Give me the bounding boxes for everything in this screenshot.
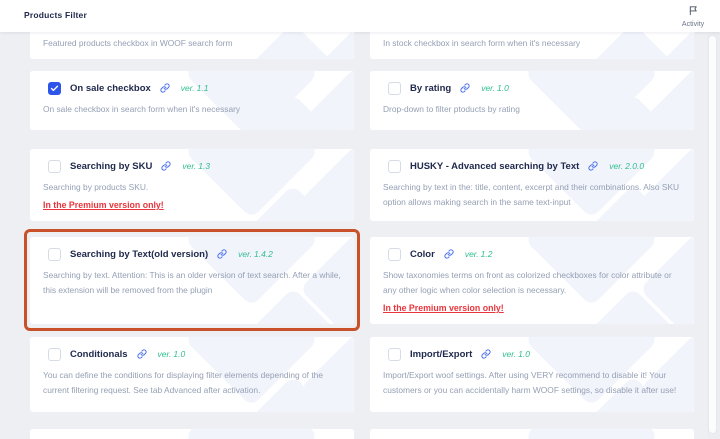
extension-card: Color ver. 1.2 Show taxonomies terms on f… xyxy=(369,236,695,325)
extension-title: Color xyxy=(410,248,435,260)
extension-description: Searching by text in the: title, content… xyxy=(383,182,680,207)
premium-link[interactable]: In the Premium version only! xyxy=(43,200,164,210)
extension-title: HUSKY - Advanced searching by Text xyxy=(410,160,580,172)
link-icon[interactable] xyxy=(444,249,454,259)
extension-description: On sale checkbox in search form when it'… xyxy=(43,104,241,114)
link-icon[interactable] xyxy=(161,161,171,171)
extension-card: Conditionals ver. 1.0 You can define the … xyxy=(29,336,355,413)
link-icon[interactable] xyxy=(136,349,147,359)
extension-description: Searching by products SKU. xyxy=(43,182,149,192)
extensions-row: Searching by Text(old version) ver. 1.4.2… xyxy=(24,229,695,331)
link-icon[interactable] xyxy=(160,83,170,93)
extension-card: Searching by Text(old version) ver. 1.4.2… xyxy=(24,229,360,331)
extension-title: On sale checkbox xyxy=(70,82,151,94)
extensions-row: Searching by SKU ver. 1.3 Searching by pr… xyxy=(29,148,695,222)
main-rows: On sale checkbox ver. 1.1 On sale checkbo… xyxy=(24,70,695,413)
extension-version: ver. 1.0 xyxy=(157,349,186,359)
link-icon[interactable] xyxy=(588,161,598,171)
extension-description: Featured products checkbox in WOOF searc… xyxy=(43,38,233,48)
card-watermark-pattern xyxy=(30,429,354,439)
header-bar: Products Filter Activity xyxy=(0,0,720,32)
extension-checkbox[interactable] xyxy=(388,247,401,261)
partial-row-bottom xyxy=(29,428,695,439)
extension-version: ver. 1.0 xyxy=(481,83,509,93)
activity-button[interactable]: Activity xyxy=(670,3,716,28)
extension-title: Searching by SKU xyxy=(70,160,153,172)
card-title-row: Import/Export ver. 1.0 xyxy=(383,347,681,361)
page-title: Products Filter xyxy=(24,10,87,20)
extension-version: ver. 1.0 xyxy=(502,349,530,359)
extension-description: Drop-down to filter ptoducts by rating xyxy=(383,104,520,114)
extension-description: Import/Export woof settings. After using… xyxy=(383,370,677,395)
extension-checkbox[interactable] xyxy=(48,347,61,361)
extension-title: Import/Export xyxy=(410,348,473,360)
extension-title: Searching by Text(old version) xyxy=(70,248,209,260)
scrollbar[interactable] xyxy=(707,32,720,439)
card-title-row: Color ver. 1.2 xyxy=(383,247,681,261)
card-title-row: Searching by Text(old version) ver. 1.4.2 xyxy=(43,247,341,261)
check-icon xyxy=(50,85,59,91)
extension-title: Conditionals xyxy=(70,348,128,360)
extension-card: On sale checkbox ver. 1.1 On sale checkbo… xyxy=(29,70,355,131)
link-icon[interactable] xyxy=(481,349,491,359)
extension-checkbox[interactable] xyxy=(388,347,401,361)
extension-version: ver. 1.4.2 xyxy=(238,249,273,259)
flag-icon xyxy=(689,6,697,16)
scrollbar-thumb[interactable] xyxy=(708,35,717,434)
extension-card-partial: In stock checkbox in search form when it… xyxy=(369,32,695,60)
extension-description: You can define the conditions for displa… xyxy=(43,370,323,395)
extension-version: ver. 1.1 xyxy=(180,83,209,93)
extensions-row: On sale checkbox ver. 1.1 On sale checkbo… xyxy=(29,70,695,131)
activity-label: Activity xyxy=(681,21,705,28)
extensions-row: Conditionals ver. 1.0 You can define the … xyxy=(29,336,695,413)
card-title-row: Searching by SKU ver. 1.3 xyxy=(43,159,341,173)
partial-row-top: Featured products checkbox in WOOF searc… xyxy=(29,32,695,60)
extension-card-partial xyxy=(29,428,355,439)
extension-checkbox[interactable] xyxy=(48,247,61,261)
extension-checkbox[interactable] xyxy=(48,159,61,173)
extension-card: HUSKY - Advanced searching by Text ver. 2… xyxy=(369,148,695,222)
extension-card-partial: Featured products checkbox in WOOF searc… xyxy=(29,32,355,60)
card-title-row: HUSKY - Advanced searching by Text ver. 2… xyxy=(383,159,681,173)
extension-card: By rating ver. 1.0 Drop-down to filter pt… xyxy=(369,70,695,131)
extension-checkbox[interactable] xyxy=(388,81,401,95)
extension-version: ver. 2.0.0 xyxy=(609,161,645,171)
card-watermark-pattern xyxy=(370,429,694,439)
premium-link[interactable]: In the Premium version only! xyxy=(383,303,504,313)
extension-card-partial xyxy=(369,428,695,439)
link-icon[interactable] xyxy=(217,249,227,259)
link-icon[interactable] xyxy=(460,83,470,93)
extension-version: ver. 1.3 xyxy=(182,161,211,171)
extension-description: Searching by text. Attention: This is an… xyxy=(43,270,341,295)
extensions-grid: Featured products checkbox in WOOF searc… xyxy=(0,32,707,439)
card-title-row: Conditionals ver. 1.0 xyxy=(43,347,341,361)
extension-description: Show taxonomies terms on front as colori… xyxy=(383,270,672,295)
extension-card: Searching by SKU ver. 1.3 Searching by pr… xyxy=(29,148,355,222)
extension-version: ver. 1.2 xyxy=(464,249,493,259)
extension-title: By rating xyxy=(410,82,452,94)
extension-description: In stock checkbox in search form when it… xyxy=(383,38,581,48)
card-title-row: On sale checkbox ver. 1.1 xyxy=(43,81,341,95)
extension-card: Import/Export ver. 1.0 Import/Export woof… xyxy=(369,336,695,413)
extension-checkbox[interactable] xyxy=(388,159,401,173)
card-title-row: By rating ver. 1.0 xyxy=(383,81,681,95)
extension-checkbox[interactable] xyxy=(48,81,61,95)
